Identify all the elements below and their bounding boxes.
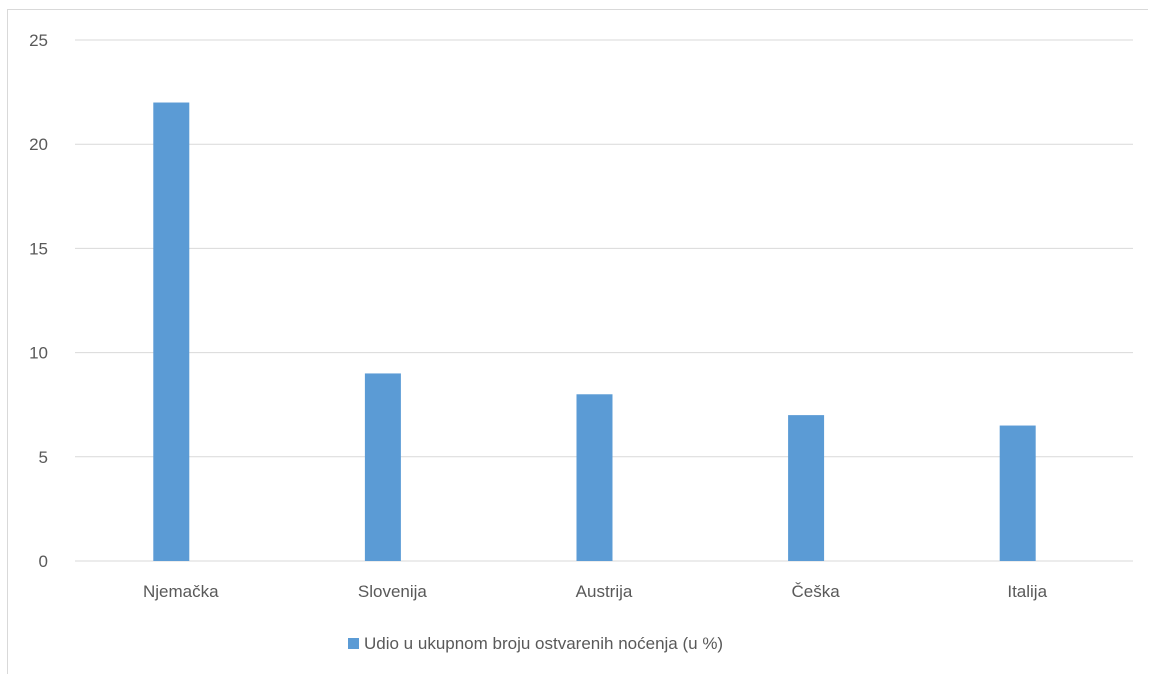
bar-2 — [364, 373, 401, 561]
bar-3 — [576, 394, 613, 561]
bar-1 — [153, 102, 190, 562]
y-tick-label: 25 — [29, 31, 48, 50]
x-category-label: Italija — [1007, 582, 1047, 601]
y-tick-label: 10 — [29, 344, 48, 363]
x-category-label: Njemačka — [143, 582, 219, 601]
y-tick-label: 20 — [29, 135, 48, 154]
bar-5 — [999, 425, 1036, 561]
y-tick-label: 5 — [39, 448, 48, 467]
x-category-label: Češka — [792, 582, 841, 601]
bar-4 — [788, 415, 825, 561]
x-category-label: Austrija — [576, 582, 633, 601]
x-category-label: Slovenija — [358, 582, 428, 601]
y-axis-tick-labels: 0 5 10 15 20 25 — [29, 31, 48, 571]
y-tick-label: 0 — [39, 552, 48, 571]
bars — [153, 102, 1036, 562]
x-axis-category-labels: Njemačka Slovenija Austrija Češka Italija — [143, 582, 1048, 601]
y-tick-label: 15 — [29, 239, 48, 258]
legend-swatch — [348, 638, 359, 649]
legend: Udio u ukupnom broju ostvarenih noćenja … — [348, 634, 723, 653]
chart-frame — [7, 9, 1148, 674]
legend-label: Udio u ukupnom broju ostvarenih noćenja … — [364, 634, 723, 653]
